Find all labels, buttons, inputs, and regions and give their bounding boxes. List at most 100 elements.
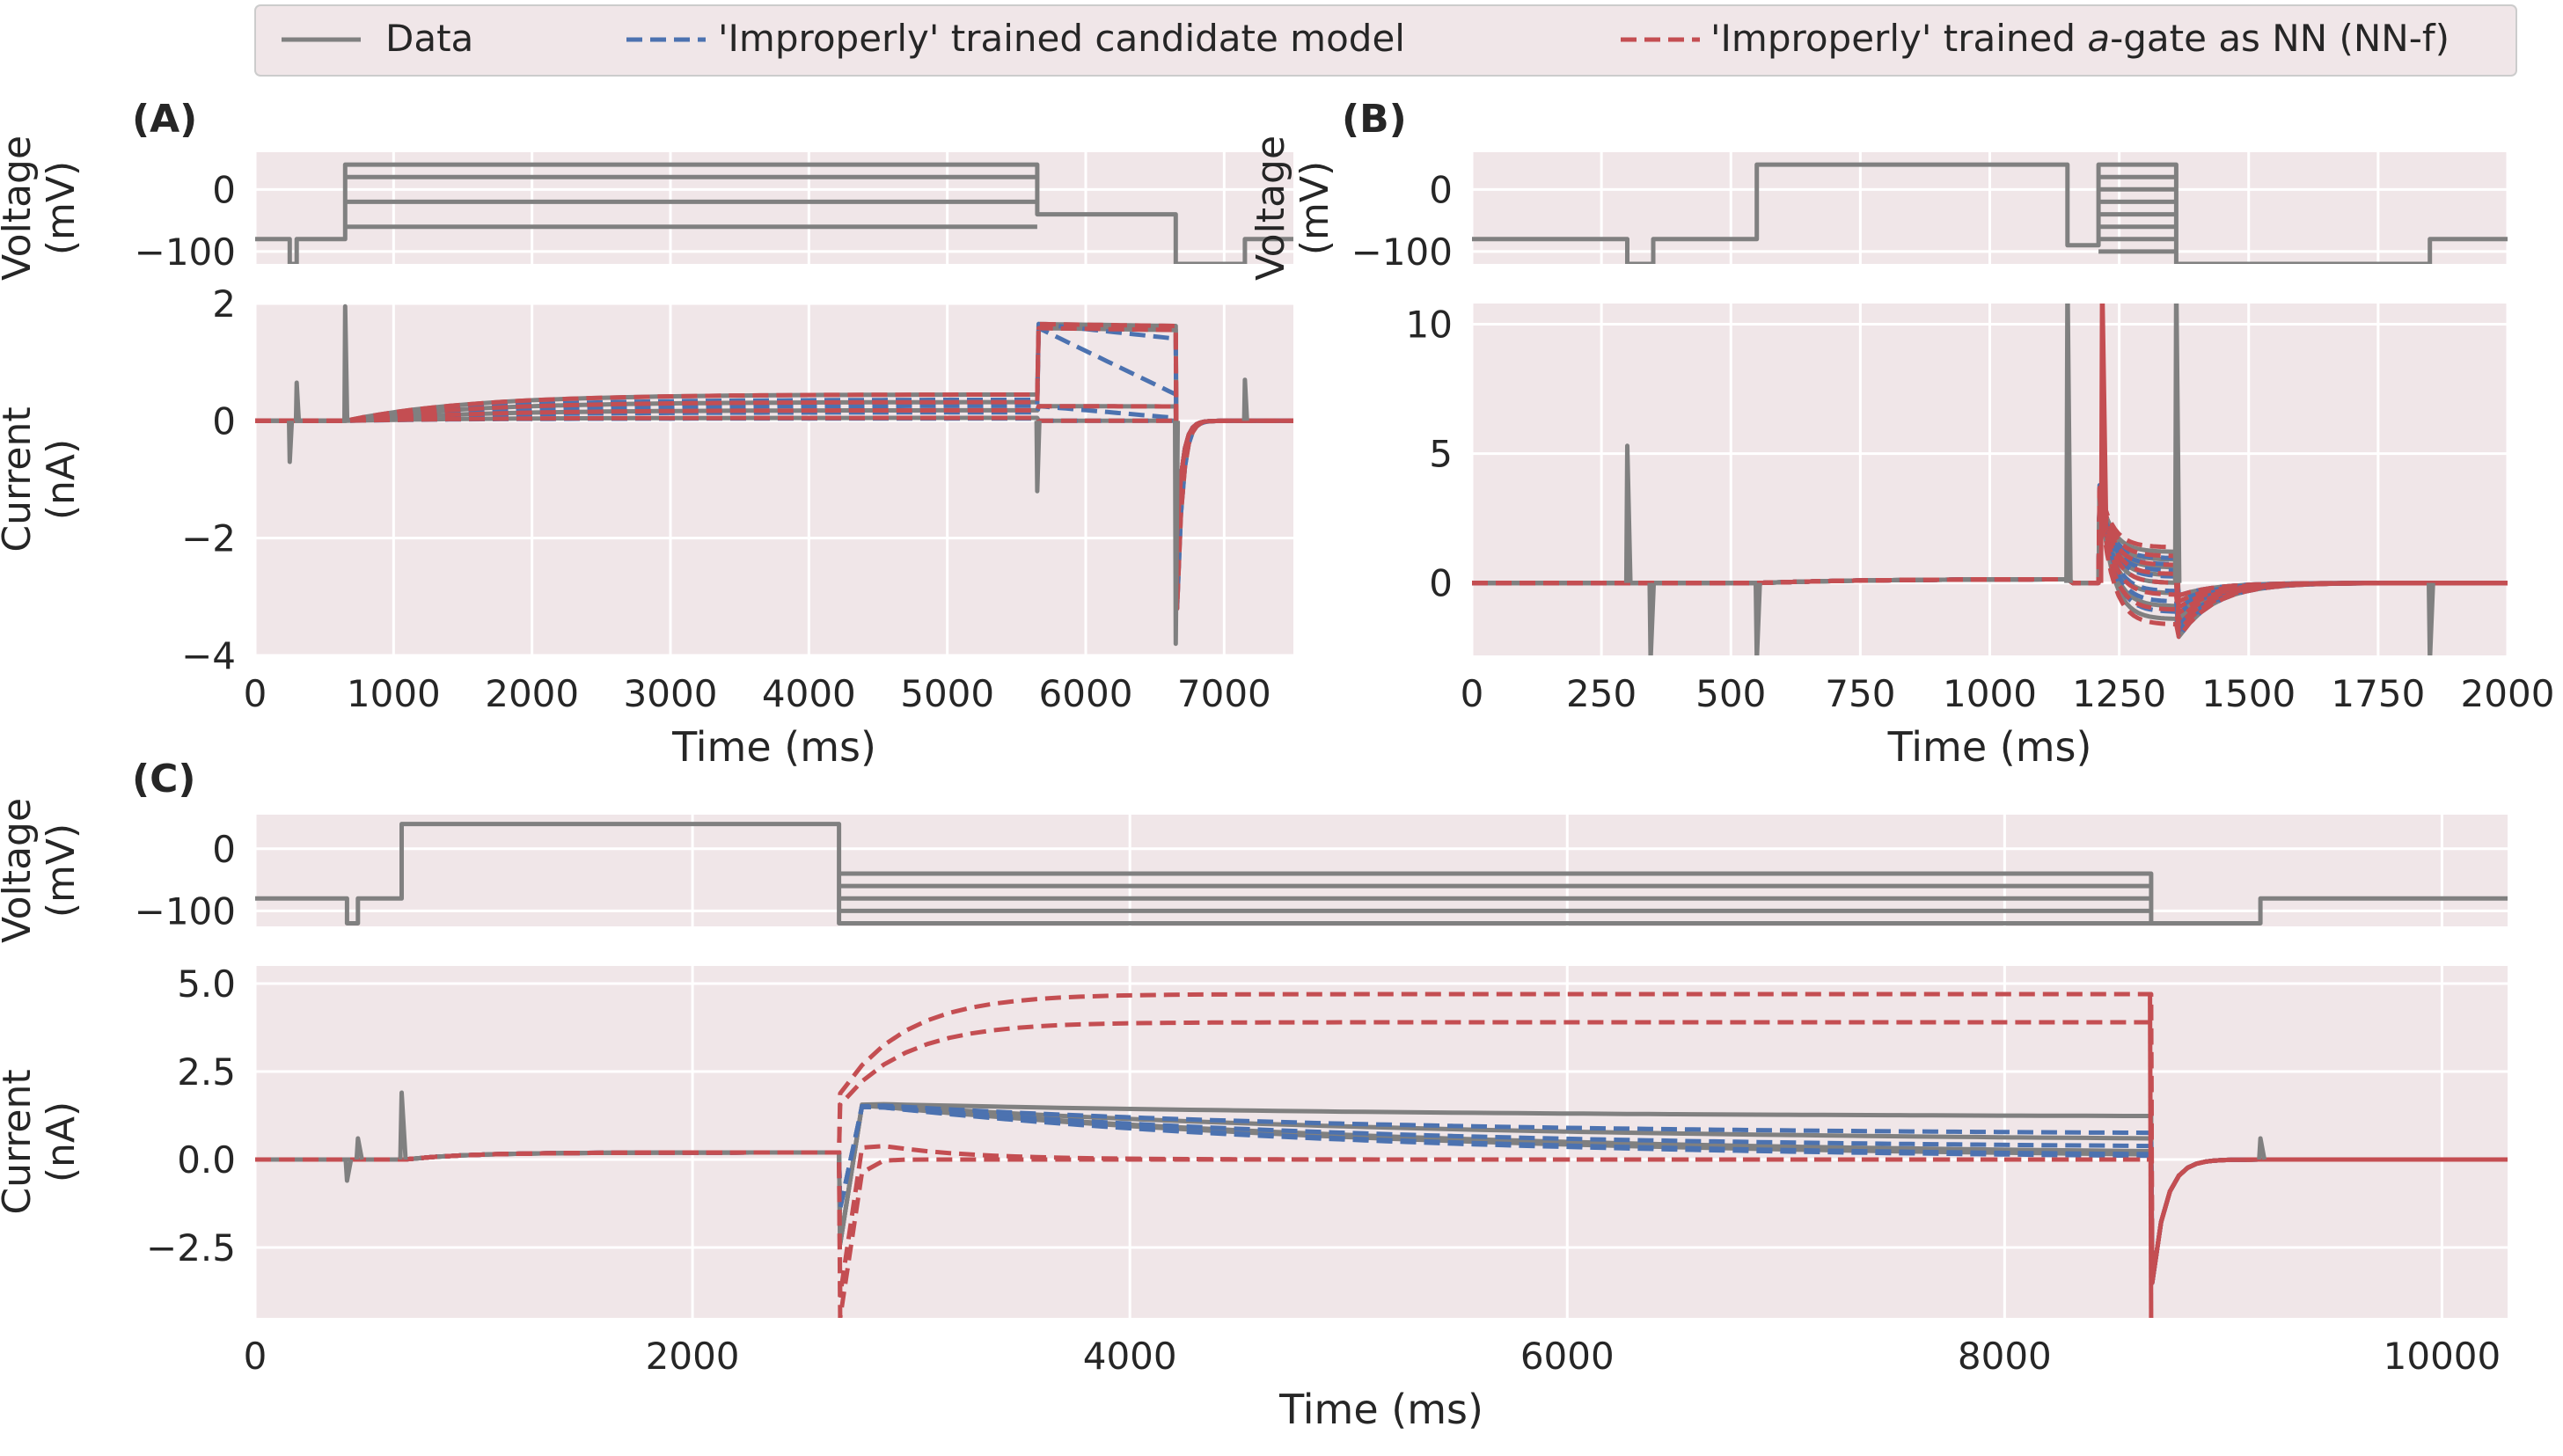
- panel-b-current-ytick-label: 5: [1429, 433, 1453, 476]
- voltage-trace: [1472, 162, 2508, 264]
- y-axis-label-line: (nA): [39, 1101, 84, 1182]
- panel-a-current-ytick-label: 0: [212, 399, 236, 443]
- capacitive-spike: [2257, 1136, 2267, 1160]
- panel-a-current-xtick-label: 7000: [1177, 672, 1271, 715]
- legend: Data 'Improperly' trained candidate mode…: [254, 4, 2517, 77]
- panel-b-current-xtick-label: 250: [1566, 672, 1637, 715]
- panel-b-current-xtick-label: 1250: [2072, 672, 2166, 715]
- panel-a-current-background: [255, 304, 1293, 655]
- panel-c-voltage-ytick-label: −100: [135, 889, 236, 933]
- candidate-trace: [255, 326, 1293, 536]
- panel-label: (B): [1342, 97, 1407, 142]
- x-axis-label: Time (ms): [1887, 723, 2092, 771]
- panel-c-voltage-ytick-label: 0: [212, 828, 236, 871]
- capacitive-spike: [342, 304, 350, 421]
- panel-b-current-ytick-label: 10: [1406, 304, 1453, 347]
- panel-b-voltage-ytick-label: −100: [1351, 230, 1453, 274]
- panel-c-current-xtick-label: 6000: [1520, 1335, 1615, 1378]
- panel-b-current-ytick-label: 0: [1429, 562, 1453, 605]
- legend-label-data: Data: [385, 17, 473, 60]
- y-axis-label-line: Current: [0, 1069, 40, 1214]
- capacitive-spike: [293, 380, 302, 421]
- legend-label-candidate: 'Improperly' trained candidate model: [718, 17, 1405, 60]
- y-axis-label: Current(nA): [0, 1069, 84, 1214]
- capacitive-spike: [2064, 304, 2073, 583]
- panel-c-current-ytick-label: 2.5: [177, 1050, 236, 1094]
- panel-a-voltage-ytick-label: −100: [135, 230, 236, 274]
- panel-a-voltage-ytick-label: 0: [212, 168, 236, 211]
- nn-spike: [2098, 304, 2109, 583]
- capacitive-spike: [2172, 304, 2182, 583]
- capacitive-spike: [354, 1136, 364, 1160]
- legend-box: [254, 4, 2517, 77]
- y-axis-label-line: (nA): [39, 439, 84, 520]
- panel-a-current-xtick-label: 5000: [900, 672, 994, 715]
- capacitive-spike: [1647, 582, 1657, 655]
- legend-label-nn-pre: 'Improperly' trained: [1710, 17, 2087, 60]
- nn-trace: [1472, 495, 2508, 640]
- y-axis-label-line: Voltage: [0, 798, 40, 943]
- y-axis-label: Voltage(mV): [0, 798, 84, 943]
- panel-c-current-xtick-label: 10000: [2384, 1335, 2501, 1378]
- panel-b-voltage-ytick-label: 0: [1429, 168, 1453, 211]
- panel-c-current-xtick-label: 8000: [1958, 1335, 2052, 1378]
- legend-label-nn-post: -gate as NN (NN-f): [2110, 17, 2449, 60]
- voltage-trace: [255, 162, 1293, 264]
- y-axis-label-line: Current: [0, 406, 40, 552]
- panel-a-current-ytick-label: −2: [181, 517, 236, 560]
- nn-trace: [255, 1150, 2508, 1318]
- y-axis-label-line: (mV): [39, 161, 84, 255]
- y-axis-label-line: (mV): [39, 823, 84, 918]
- capacitive-spike: [1034, 421, 1042, 494]
- panel-a-current-grid: [253, 302, 1293, 657]
- nn-trace: [255, 326, 1293, 536]
- panel-b-current-xtick-label: 0: [1461, 672, 1484, 715]
- panel-a-current-xtick-label: 1000: [347, 672, 441, 715]
- panel-a-voltage-traces: [255, 162, 1293, 264]
- legend-label-nn: 'Improperly' trained a-gate as NN (NN-f): [1710, 17, 2449, 60]
- capacitive-spike: [1241, 377, 1249, 421]
- panel-c-voltage-traces: [255, 822, 2508, 926]
- voltage-trace: [838, 871, 2154, 924]
- panel-a-current-xtick-label: 3000: [624, 672, 718, 715]
- capacitive-spike: [1754, 582, 1762, 655]
- panel-c-current-ytick-label: 0.0: [177, 1138, 236, 1182]
- panel-b-current-xtick-label: 1750: [2331, 672, 2425, 715]
- capacitive-spike: [343, 1159, 354, 1183]
- capacitive-spike: [2427, 582, 2435, 655]
- panel-b-current-traces: [1472, 304, 2508, 655]
- panel-label: (C): [132, 757, 196, 801]
- panel-b-current-xtick-label: 1500: [2201, 672, 2296, 715]
- nn-trace: [255, 415, 1293, 536]
- nn-trace: [255, 991, 2508, 1285]
- panel-c-current-xtick-label: 4000: [1083, 1335, 1177, 1378]
- panel-b-current-xtick-label: 500: [1695, 672, 1766, 715]
- panel-label: (A): [132, 97, 197, 142]
- capacitive-spike: [1623, 443, 1633, 583]
- y-axis-label: Current(nA): [0, 406, 84, 552]
- panel-b-current-xtick-label: 750: [1825, 672, 1895, 715]
- panel-c-current-xtick-label: 2000: [646, 1335, 740, 1378]
- panel-c-current-ytick-label: 5.0: [177, 962, 236, 1006]
- x-axis-label: Time (ms): [1278, 1386, 1483, 1433]
- panel-a-voltage-grid: [253, 152, 1293, 264]
- voltage-trace: [255, 822, 2508, 926]
- panel-a-current-xtick-label: 6000: [1039, 672, 1133, 715]
- panel-a-current-ytick-label: −4: [181, 634, 236, 677]
- capacitive-spike: [398, 1090, 408, 1160]
- x-axis-label: Time (ms): [671, 723, 876, 771]
- panel-c-current-xtick-label: 0: [244, 1335, 267, 1378]
- panel-b-voltage-grid: [1470, 152, 2509, 264]
- panel-b-current-xtick-label: 1000: [1943, 672, 2037, 715]
- panel-c-current-traces: [255, 991, 2508, 1318]
- panel-a-current-xtick-label: 4000: [762, 672, 856, 715]
- y-axis-label: Voltage(mV): [1249, 135, 1337, 281]
- y-axis-label-line: Voltage: [0, 135, 40, 281]
- y-axis-label-line: Voltage: [1249, 135, 1293, 281]
- nn-drop: [2148, 993, 2154, 1318]
- y-axis-label-line: (mV): [1292, 161, 1337, 255]
- panel-a-current-ytick-label: 2: [212, 282, 236, 326]
- legend-label-nn-italic: a: [2087, 17, 2110, 60]
- capacitive-spike: [287, 421, 295, 465]
